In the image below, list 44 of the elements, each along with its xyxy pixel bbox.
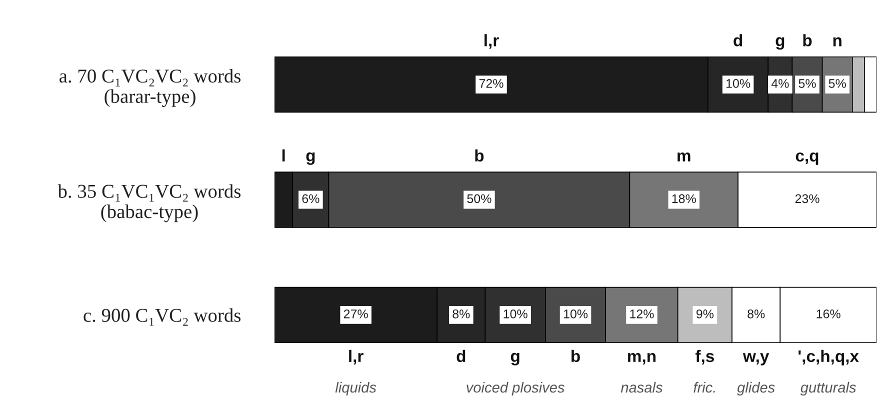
annotation: d: [456, 350, 466, 362]
data-label: 23%: [795, 194, 820, 204]
annotation: m,n: [628, 352, 656, 365]
y-tick-label: a. 70 C₁VC₂VC₂ words (barar-type): [60, 68, 241, 107]
text: voiced plosives: [466, 382, 564, 396]
text: fric.: [694, 382, 715, 393]
annotation: ',c,h,q,x: [798, 350, 859, 366]
data-label: 27%: [344, 309, 368, 318]
annotation: b: [803, 34, 812, 46]
annotation: f,s: [695, 350, 714, 365]
annotation: l: [282, 149, 285, 162]
data-label: 12%: [630, 309, 654, 318]
annotation: w,y: [742, 353, 770, 366]
y-tick-label: b. 35 C₁VC₁VC₂ words (babac-type): [58, 184, 241, 222]
annotation: g: [510, 352, 520, 366]
data-label: 8%: [748, 309, 765, 318]
annotation: l,r: [484, 34, 499, 49]
data-label: 18%: [672, 194, 696, 204]
data-label: 5%: [798, 79, 816, 88]
data-label: 5%: [828, 79, 846, 88]
data-label: 6%: [302, 194, 320, 204]
data-label: 10%: [564, 309, 588, 318]
data-label: 8%: [452, 309, 470, 318]
data-label: 10%: [726, 79, 750, 88]
annotation: g: [306, 152, 315, 165]
data-label: 16%: [816, 309, 840, 318]
annotation: n: [833, 37, 842, 46]
data-label: 9%: [696, 309, 714, 318]
y-tick-label: c. 900 C₁VC₂ words: [84, 308, 241, 326]
annotation: g: [776, 37, 784, 50]
data-label: 50%: [467, 194, 492, 204]
annotation: c,q: [796, 152, 818, 165]
data-label: 4%: [771, 79, 789, 88]
annotation: l,r: [349, 350, 364, 365]
annotation: d: [734, 34, 742, 46]
annotation: m: [678, 152, 690, 162]
data-label: 72%: [479, 79, 504, 88]
annotation: b: [475, 149, 484, 162]
text: gutturals: [800, 382, 856, 396]
text: liquids: [335, 382, 376, 396]
data-label: 10%: [504, 309, 528, 318]
text: glides: [737, 382, 775, 396]
annotation: b: [572, 350, 580, 362]
text: nasals: [620, 382, 663, 393]
